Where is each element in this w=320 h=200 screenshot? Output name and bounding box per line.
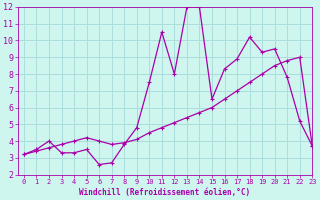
X-axis label: Windchill (Refroidissement éolien,°C): Windchill (Refroidissement éolien,°C): [79, 188, 251, 197]
